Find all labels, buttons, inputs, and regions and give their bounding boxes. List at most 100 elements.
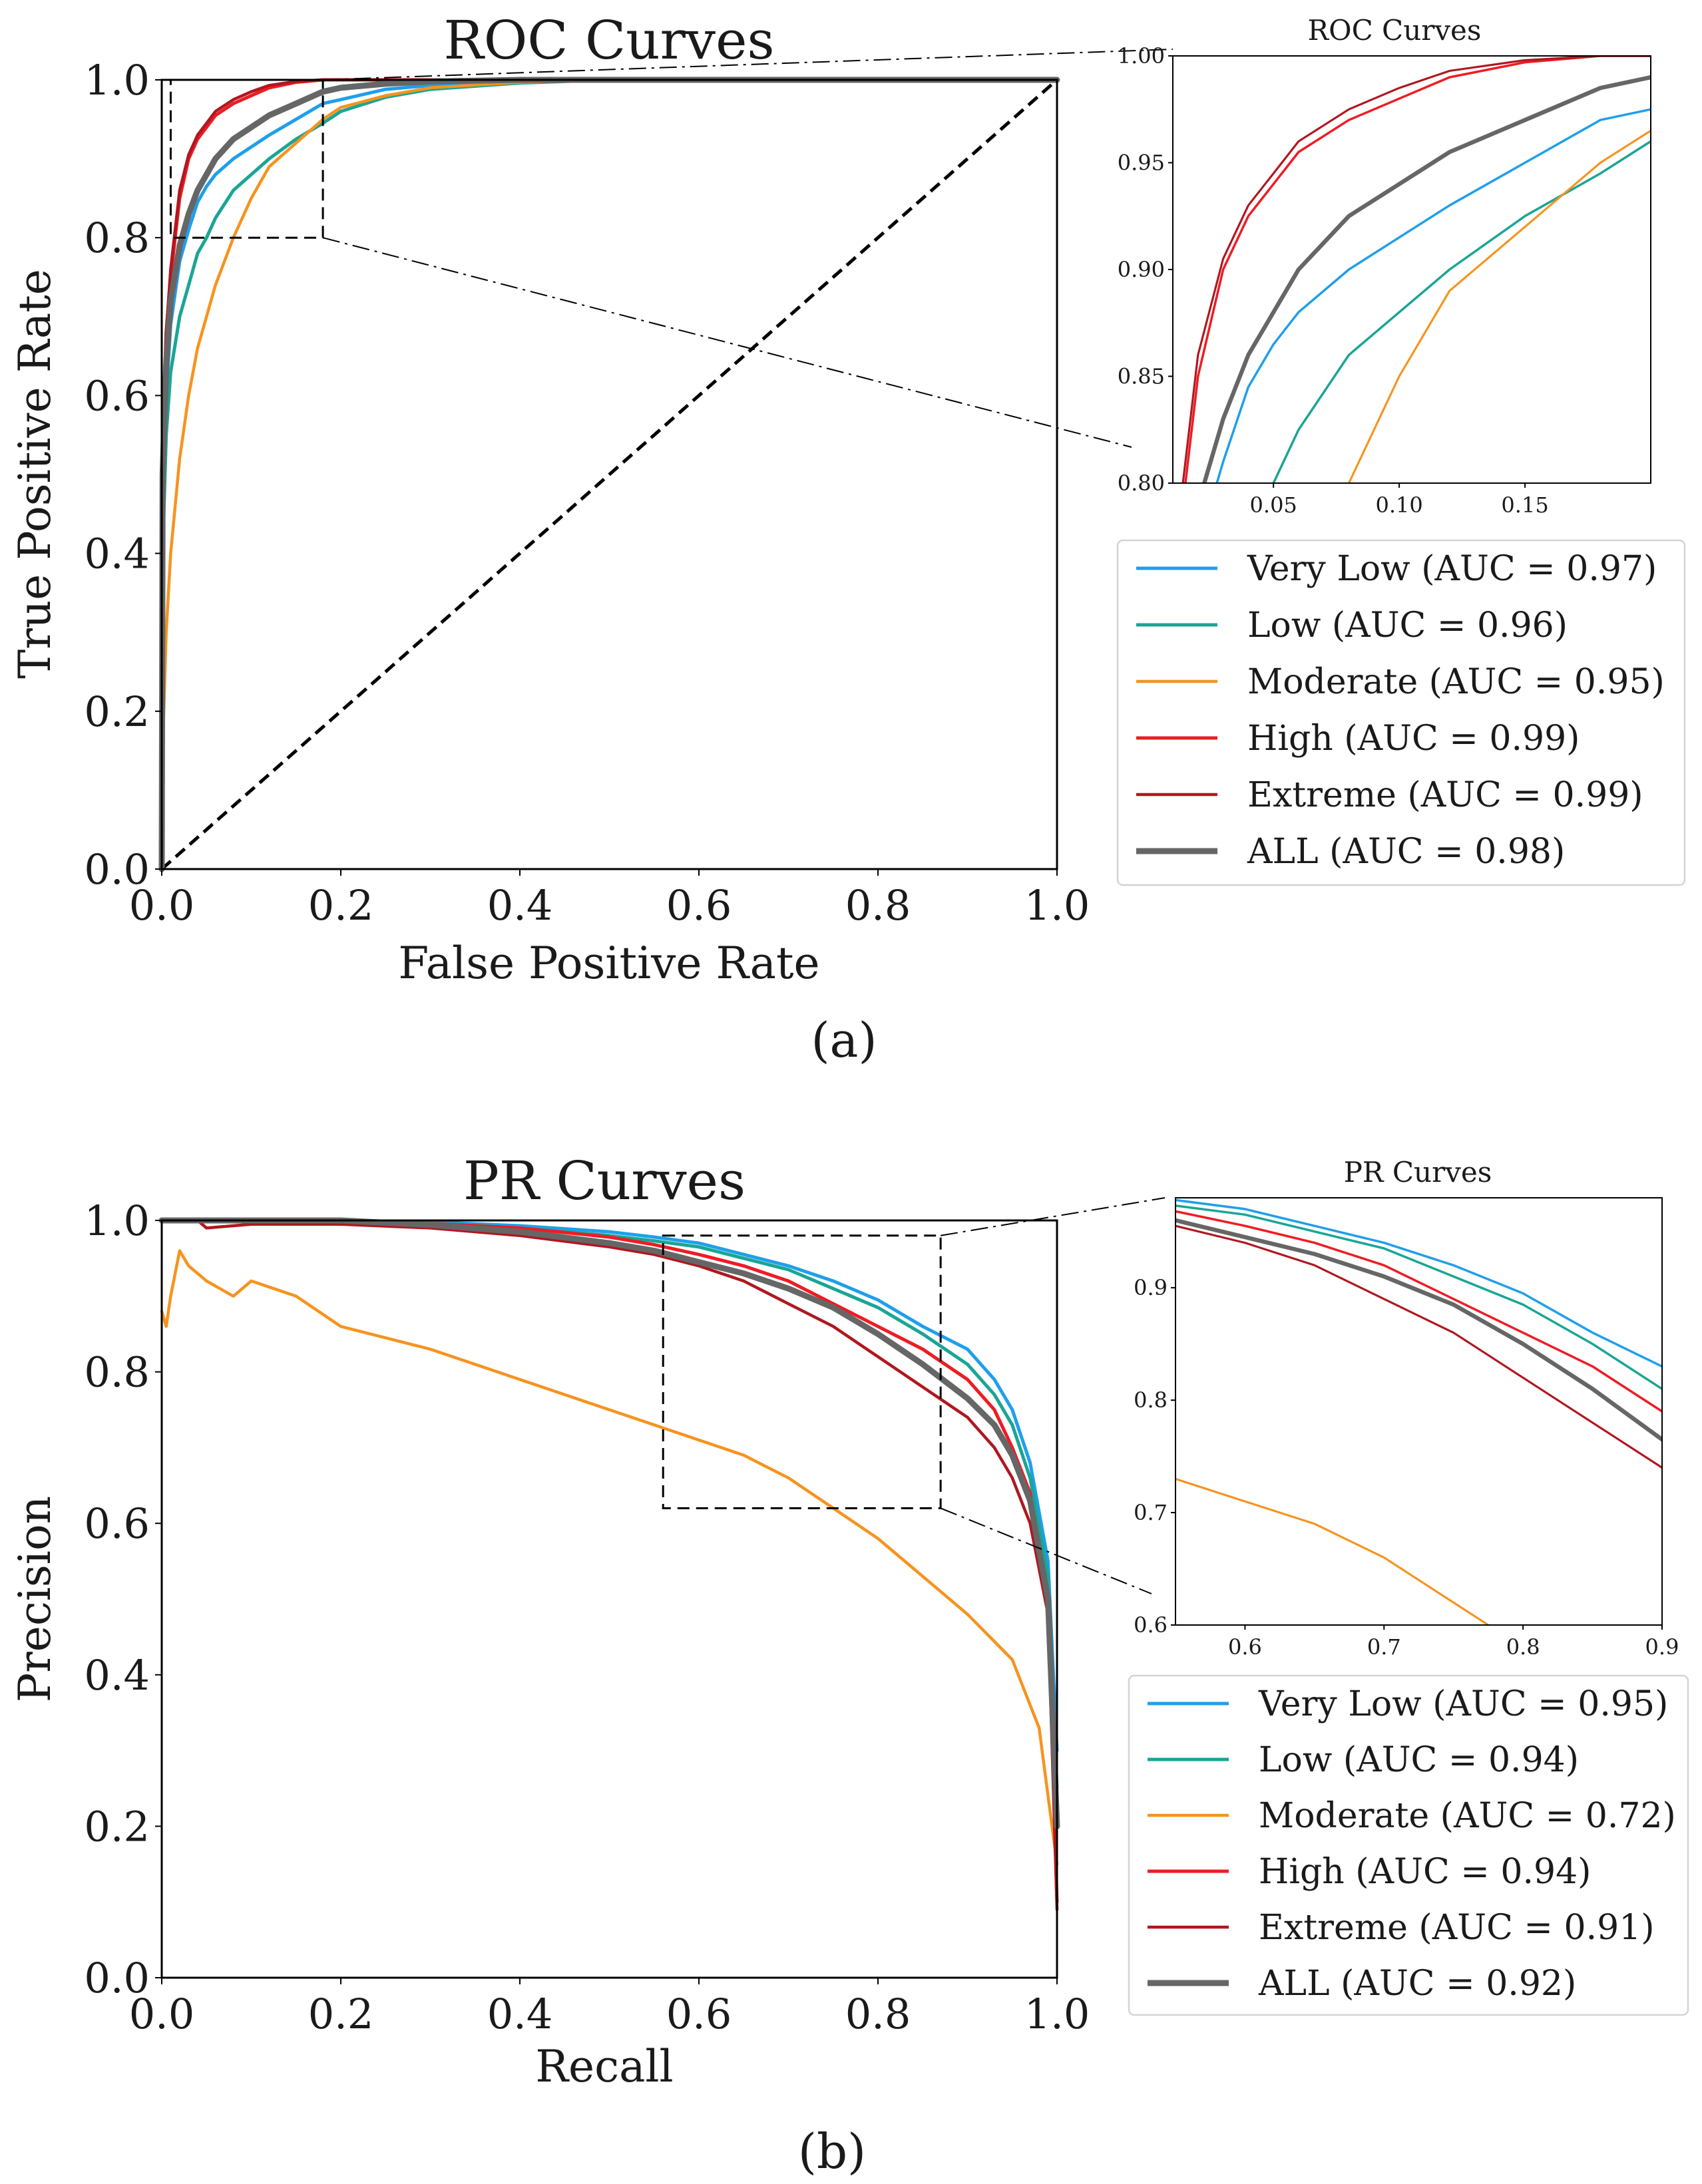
roc-x-tick-label: 0.6 <box>666 881 732 930</box>
roc-legend-box <box>1116 539 1686 886</box>
pr-legend-label-very-low: Very Low (AUC = 0.95) <box>1258 1684 1668 1724</box>
roc-x-tick-label: 0.8 <box>845 881 911 930</box>
roc-main-plot: 0.00.0 0.2 0.2 0.4 0.4 0.6 0.6 0.8 0.8 1.0 1.0 <box>84 56 1090 930</box>
pr-y-tick-label: 0.6 <box>84 1499 150 1548</box>
pr-main-title: PR Curves <box>463 1150 745 1212</box>
pr-x-tick-label: 0.6 <box>666 1990 732 2038</box>
pr-extreme-line <box>160 1218 1059 1911</box>
pr-inset-very-low-line <box>1175 1198 1662 1368</box>
roc-legend-label-all: ALL (AUC = 0.98) <box>1247 832 1565 872</box>
roc-zoom-connector-bottom <box>322 237 1132 448</box>
roc-y-tick-label: 0.4 <box>84 530 150 578</box>
pr-low-line <box>160 1218 1059 1790</box>
roc-y-tick-label: 0.0 <box>84 845 150 894</box>
pr-legend-label-moderate: Moderate (AUC = 0.72) <box>1259 1796 1676 1836</box>
pr-inset-border <box>1175 1197 1663 1626</box>
roc-inset-frame <box>1172 55 1651 484</box>
roc-panel-tag: (a) <box>811 1012 877 1068</box>
pr-very-low-line <box>160 1218 1059 1753</box>
roc-legend-label-low: Low (AUC = 0.96) <box>1247 606 1568 645</box>
pr-panel-tag: (b) <box>798 2123 866 2179</box>
roc-x-axis-label: False Positive Rate <box>398 938 819 989</box>
pr-inset-all-line <box>1175 1218 1662 1443</box>
pr-legend-label-all: ALL (AUC = 0.92) <box>1258 1964 1576 2004</box>
pr-inset-x-tick-label: 0.6 <box>1228 1634 1262 1660</box>
pr-legend-label-high: High (AUC = 0.94) <box>1259 1852 1591 1892</box>
pr-zoom-connector-top <box>940 1197 1166 1236</box>
roc-inset-y-tick-label: 0.85 <box>1118 364 1165 389</box>
roc-legend-label-high: High (AUC = 0.99) <box>1247 719 1580 759</box>
pr-x-tick-label: 0.0 <box>129 1990 195 2038</box>
pr-x-tick-label: 0.8 <box>845 1990 911 2038</box>
pr-x-tick-label: 0.4 <box>487 1990 553 2038</box>
roc-diagonal-reference-line <box>160 79 1058 870</box>
pr-inset-y-tick-label: 0.8 <box>1134 1387 1168 1413</box>
roc-inset-y-tick-label: 0.90 <box>1118 257 1165 282</box>
pr-x-axis-label: Recall <box>535 2041 673 2092</box>
roc-y-tick-label: 0.2 <box>84 687 150 736</box>
roc-inset-y-tick-label: 0.95 <box>1118 150 1165 176</box>
pr-inset-x-tick-label: 0.7 <box>1367 1634 1401 1660</box>
pr-moderate-line <box>160 1249 1059 1866</box>
pr-all-line <box>158 1217 1060 1829</box>
pr-zoom-connector-bottom <box>940 1507 1152 1594</box>
roc-y-tick-label: 0.8 <box>84 214 150 262</box>
roc-plot-frame <box>160 79 1058 870</box>
roc-legend-label-very-low: Very Low (AUC = 0.97) <box>1247 549 1657 589</box>
roc-inset-title: ROC Curves <box>1308 14 1482 47</box>
roc-legend-label-extreme: Extreme (AUC = 0.99) <box>1247 775 1643 815</box>
roc-inset-y-tick-label: 0.80 <box>1118 470 1165 496</box>
roc-x-tick-label: 0.2 <box>308 881 374 930</box>
roc-inset-very-low-line <box>1215 108 1651 483</box>
pr-panel: PR Curves 0.00.0 0.2 0.2 0.4 0.4 0.6 0.6 0.8 0.8… <box>9 1150 1689 2179</box>
pr-inset-y-tick-label: 0.7 <box>1134 1500 1168 1525</box>
pr-inset-plot: 0.6 0.6 0.7 0.7 0.8 0.8 0.9 0.9 <box>940 1197 1679 1660</box>
roc-inset-high-line <box>1184 56 1651 483</box>
roc-inset-plot: 0.05 0.10 0.15 0.80 0.85 0.90 0.95 1.00 <box>322 43 1651 518</box>
roc-inset-x-tick-label: 0.05 <box>1250 492 1297 518</box>
pr-inset-extreme-line <box>1175 1224 1662 1469</box>
pr-high-line <box>160 1218 1059 1904</box>
pr-legend-label-low: Low (AUC = 0.94) <box>1259 1740 1579 1780</box>
pr-inset-low-line <box>1175 1204 1662 1391</box>
pr-y-tick-label: 0.8 <box>84 1348 150 1397</box>
pr-y-tick-label: 0.2 <box>84 1802 150 1851</box>
pr-inset-y-tick-label: 0.9 <box>1134 1275 1168 1300</box>
pr-plot-frame <box>160 1219 1058 1979</box>
roc-inset-y-tick-label: 1.00 <box>1118 43 1165 69</box>
pr-inset-x-tick-label: 0.9 <box>1645 1634 1679 1660</box>
roc-y-tick-label: 0.6 <box>84 371 150 420</box>
pr-legend: Very Low (AUC = 0.95) Low (AUC = 0.94) Mod… <box>1128 1674 1689 2016</box>
roc-x-tick-label: 0.4 <box>487 881 553 930</box>
roc-inset-all-line <box>1201 75 1651 483</box>
pr-x-tick-label: 0.2 <box>308 1990 374 2038</box>
roc-x-tick-label: 0.0 <box>129 881 195 930</box>
pr-inset-title: PR Curves <box>1344 1156 1492 1188</box>
roc-inset-moderate-line <box>1347 129 1651 483</box>
roc-inset-x-tick-label: 0.10 <box>1375 492 1422 518</box>
roc-main-title: ROC Curves <box>443 9 774 71</box>
roc-panel: ROC Curves 0.00.00.20.20.40.40.60.60.80.… <box>9 9 1686 1068</box>
pr-inset-x-tick-label: 0.8 <box>1506 1634 1540 1660</box>
pr-main-plot: 0.00.0 0.2 0.2 0.4 0.4 0.6 0.6 0.8 0.8 1.0 1.0 <box>84 1196 1090 2038</box>
roc-inset-extreme-line <box>1181 56 1651 483</box>
roc-x-tick-label: 1.0 <box>1024 881 1090 930</box>
pr-zoom-region-box <box>662 1234 942 1509</box>
pr-y-tick-label: 0.4 <box>84 1651 150 1700</box>
pr-y-tick-label: 0.0 <box>84 1954 150 2002</box>
roc-y-axis-label: True Positive Rate <box>9 269 61 679</box>
pr-legend-box <box>1128 1674 1689 2016</box>
roc-inset-low-line <box>1272 140 1651 483</box>
pr-inset-frame <box>1175 1197 1663 1626</box>
roc-zoom-connector-top <box>323 49 1173 81</box>
roc-y-tick-label: 1.0 <box>84 56 150 104</box>
roc-inset-x-tick-label: 0.15 <box>1501 492 1548 518</box>
roc-legend-label-moderate: Moderate (AUC = 0.95) <box>1247 662 1665 702</box>
pr-inset-high-line <box>1175 1210 1662 1413</box>
pr-legend-label-extreme: Extreme (AUC = 0.91) <box>1259 1908 1655 1948</box>
pr-y-axis-label: Precision <box>9 1496 61 1702</box>
pr-x-tick-label: 1.0 <box>1024 1990 1090 2038</box>
roc-zoom-region-box <box>169 79 324 239</box>
pr-y-tick-label: 1.0 <box>84 1196 150 1245</box>
